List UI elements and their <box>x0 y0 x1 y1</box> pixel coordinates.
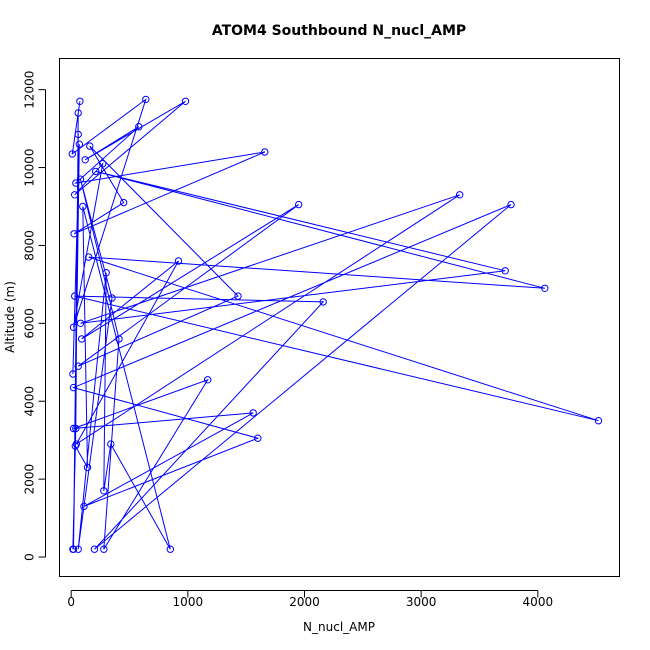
data-point <box>76 97 84 106</box>
data-point <box>107 440 115 448</box>
y-tick-label: 12000 <box>23 71 37 109</box>
y-axis-label: Altitude (m) <box>3 281 17 353</box>
data-point <box>249 409 257 417</box>
data-point <box>79 202 87 211</box>
data-point <box>174 257 183 265</box>
data-point <box>90 545 99 553</box>
data-point <box>507 200 515 209</box>
data-point <box>85 253 93 261</box>
data-point <box>81 156 89 164</box>
data-point <box>72 179 80 187</box>
data-point <box>69 383 78 392</box>
data-point <box>72 424 80 433</box>
x-tick-label: 4000 <box>523 595 554 609</box>
chart-title: ATOM4 Southbound N_nucl_AMP <box>212 23 466 39</box>
data-point <box>115 335 123 343</box>
y-tick-label: 6000 <box>23 308 37 339</box>
data-point <box>135 123 143 131</box>
data-point <box>99 160 107 168</box>
data-point <box>76 175 85 183</box>
data-point <box>204 376 212 384</box>
data-point <box>75 140 84 148</box>
data-point <box>71 292 79 300</box>
data-point <box>254 434 262 442</box>
data-point <box>83 463 92 472</box>
y-tick-label: 8000 <box>23 230 37 261</box>
y-tick-label: 0 <box>23 553 37 561</box>
data-point <box>74 130 82 139</box>
data-point <box>594 417 603 425</box>
data-point <box>100 487 108 495</box>
data-point <box>295 200 303 209</box>
data-point <box>501 267 509 275</box>
data-point <box>142 95 150 104</box>
data-point <box>69 545 78 553</box>
data-point <box>72 440 81 448</box>
data-point <box>181 97 190 106</box>
y-tick-label: 2000 <box>23 464 37 495</box>
data-point <box>108 294 116 302</box>
x-axis-label: N_nucl_AMP <box>303 620 375 634</box>
data-point <box>69 370 77 378</box>
data-point <box>74 545 82 553</box>
data-point <box>71 442 80 450</box>
series-group <box>68 95 603 553</box>
data-point <box>234 292 242 300</box>
y-axis: 0 2000 4000 6000 8000 10000 12000 <box>23 71 46 561</box>
y-tick-label: 10000 <box>23 148 37 186</box>
data-point <box>120 198 128 207</box>
data-point <box>100 545 108 553</box>
y-tick-label: 4000 <box>23 386 37 417</box>
data-point <box>69 424 78 433</box>
data-point <box>76 319 85 327</box>
series-line <box>71 98 599 550</box>
data-point <box>86 142 94 150</box>
data-point <box>69 323 78 331</box>
data-point <box>74 109 82 117</box>
data-point <box>102 269 110 277</box>
x-axis: 0 1000 2000 3000 4000 <box>67 590 554 609</box>
data-point <box>456 191 464 199</box>
x-tick-label: 3000 <box>406 595 437 609</box>
data-point <box>166 545 175 553</box>
data-point <box>541 284 549 292</box>
x-tick-label: 2000 <box>289 595 320 609</box>
data-point <box>261 148 269 156</box>
data-point <box>74 362 82 370</box>
plot-frame <box>59 58 620 577</box>
x-tick-label: 0 <box>67 595 75 609</box>
data-point <box>319 298 327 306</box>
data-point <box>70 230 78 238</box>
data-point <box>71 191 79 199</box>
data-point <box>68 150 77 158</box>
data-point <box>92 167 100 176</box>
x-tick-label: 1000 <box>173 595 204 609</box>
data-point <box>80 502 88 511</box>
data-point <box>78 335 86 343</box>
